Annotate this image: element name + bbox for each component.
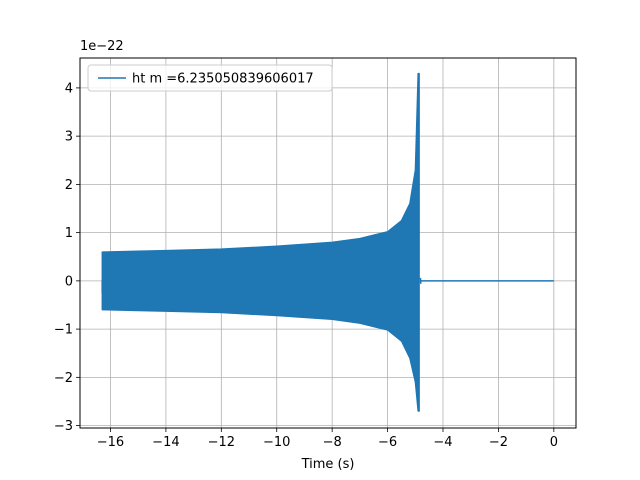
x-tick-label: −10	[263, 435, 290, 450]
y-ticks: −3 −2 −1 0 1 2 3 4	[54, 81, 80, 434]
series-waveform	[101, 72, 420, 412]
x-tick-label: 0	[550, 435, 558, 450]
x-tick-label: −12	[208, 435, 235, 450]
plot-frame	[79, 57, 577, 429]
x-tick-label: −14	[152, 435, 179, 450]
y-tick-label: 2	[65, 178, 73, 193]
x-axis-label: Time (s)	[301, 457, 355, 472]
x-tick-label: −4	[433, 435, 452, 450]
y-tick-label: 3	[65, 130, 73, 145]
series-fill	[101, 72, 554, 412]
legend-box	[87, 64, 333, 92]
x-tick-label: −16	[97, 435, 124, 450]
x-tick-label: −6	[378, 435, 397, 450]
y-tick-label: 0	[65, 274, 73, 289]
x-tick-label: −8	[323, 435, 342, 450]
y-tick-label: −2	[54, 371, 73, 386]
y-tick-label: −3	[54, 419, 73, 434]
legend-series-label: ht m =6.235050839606017	[132, 72, 314, 87]
x-ticks: −16 −14 −12 −10 −8 −6 −4 −2 0	[97, 428, 558, 450]
y-tick-label: −1	[54, 323, 73, 338]
x-tick-label: −2	[489, 435, 508, 450]
y-offset-label: 1e−22	[80, 39, 124, 54]
legend: ht m =6.235050839606017	[87, 64, 333, 92]
y-tick-label: 4	[65, 81, 73, 96]
y-tick-label: 1	[65, 226, 73, 241]
